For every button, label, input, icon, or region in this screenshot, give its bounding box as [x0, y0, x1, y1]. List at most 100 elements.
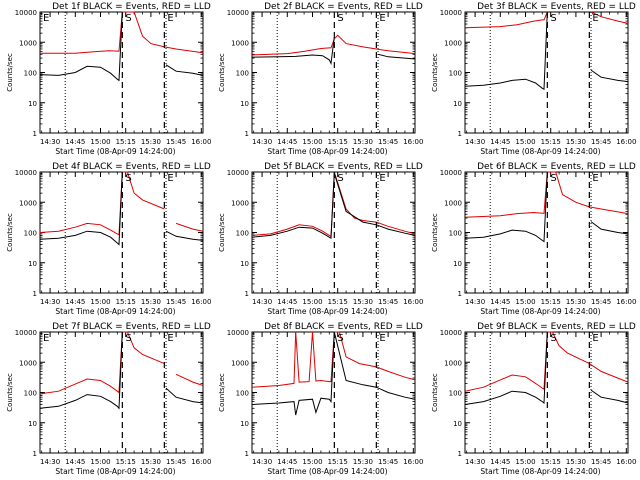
y-tick-label: 100 [236, 390, 249, 398]
y-tick-label: 100 [449, 390, 462, 398]
marker-label: E [43, 13, 49, 24]
panel-title: Det 9f BLACK = Events, RED = LLD [477, 322, 636, 332]
y-tick-label: 1 [458, 130, 462, 138]
x-tick-label: 15:00 [515, 138, 535, 146]
y-tick-label: 10 [453, 420, 462, 428]
x-tick-label: 15:00 [90, 138, 110, 146]
events-series-line [251, 173, 416, 240]
events-series-line [464, 331, 629, 405]
x-axis-label: Start Time (08-Apr-09 14:24:00) [480, 147, 600, 156]
marker-label: S [337, 173, 343, 184]
panel-title: Det 7f BLACK = Events, RED = LLD [52, 322, 211, 332]
y-tick-label: 1000 [231, 39, 249, 47]
lld-series-line [251, 34, 416, 56]
y-tick-label: 1000 [444, 39, 462, 47]
x-tick-label: 16:00 [191, 298, 211, 306]
x-tick-label: 15:30 [353, 298, 373, 306]
x-axis-label: Start Time (08-Apr-09 14:24:00) [267, 147, 387, 156]
events-series-line [464, 171, 629, 243]
x-tick-label: 14:30 [252, 298, 272, 306]
x-tick-label: 15:30 [141, 138, 161, 146]
panel-title: Det 8f BLACK = Events, RED = LLD [264, 322, 423, 332]
x-tick-label: 14:45 [277, 298, 297, 306]
x-tick-label: 14:45 [277, 458, 297, 466]
detector-panel-2: Det 2f BLACK = Events, RED = LLD 1 10 100 10… [218, 2, 423, 156]
y-tick-label: 100 [449, 70, 462, 78]
x-tick-label: 15:00 [302, 138, 322, 146]
x-tick-label: 16:00 [191, 458, 211, 466]
y-tick-label: 1000 [231, 359, 249, 367]
x-tick-label: 15:45 [591, 138, 611, 146]
y-tick-label: 10 [28, 100, 37, 108]
x-tick-label: 15:00 [90, 298, 110, 306]
y-tick-label: 10 [240, 420, 249, 428]
y-tick-label: 10000 [440, 9, 462, 17]
x-tick-label: 15:15 [328, 298, 348, 306]
x-tick-label: 15:15 [116, 458, 136, 466]
y-tick-label: 10000 [440, 329, 462, 337]
x-axis-label: Start Time (08-Apr-09 14:24:00) [480, 307, 600, 316]
y-tick-label: 1 [33, 450, 37, 458]
x-axis-label: Start Time (08-Apr-09 14:24:00) [267, 307, 387, 316]
marker-label: E [592, 333, 598, 344]
plot-frame [251, 11, 416, 134]
events-series-line [251, 331, 416, 416]
x-tick-label: 14:45 [65, 138, 85, 146]
x-tick-label: 14:45 [65, 298, 85, 306]
y-tick-label: 1000 [19, 359, 37, 367]
panel-title: Det 4f BLACK = Events, RED = LLD [52, 162, 211, 172]
y-tick-label: 10 [240, 260, 249, 268]
x-tick-label: 15:30 [141, 458, 161, 466]
x-tick-label: 15:00 [302, 298, 322, 306]
x-tick-label: 16:00 [616, 298, 636, 306]
x-tick-label: 15:30 [566, 138, 586, 146]
x-tick-label: 14:30 [465, 298, 485, 306]
events-series-line [39, 171, 204, 246]
y-tick-label: 100 [24, 390, 37, 398]
x-axis-label: Start Time (08-Apr-09 14:24:00) [55, 467, 175, 476]
x-tick-label: 15:00 [515, 298, 535, 306]
marker-label: E [167, 13, 173, 24]
x-tick-label: 15:45 [166, 138, 186, 146]
lld-series-line [39, 171, 204, 236]
detector-panel-1: Det 1f BLACK = Events, RED = LLD 1 10 100 10… [6, 2, 211, 156]
y-axis-label: Counts/sec [6, 373, 14, 412]
events-series-line [39, 11, 204, 82]
y-tick-label: 100 [24, 230, 37, 238]
marker-label: S [550, 333, 556, 344]
x-tick-label: 14:30 [465, 458, 485, 466]
y-tick-label: 1 [33, 130, 37, 138]
y-tick-label: 10000 [15, 9, 37, 17]
x-tick-label: 15:15 [541, 298, 561, 306]
x-tick-label: 16:00 [403, 138, 423, 146]
y-tick-label: 1000 [444, 199, 462, 207]
y-tick-label: 1 [245, 450, 249, 458]
marker-label: S [337, 13, 343, 24]
x-tick-label: 15:30 [566, 298, 586, 306]
detector-panel-4: Det 4f BLACK = Events, RED = LLD 1 10 100 10… [6, 162, 211, 316]
x-tick-label: 14:45 [490, 458, 510, 466]
x-tick-label: 15:45 [378, 298, 398, 306]
y-tick-label: 10000 [227, 329, 249, 337]
y-axis-label: Counts/sec [218, 373, 226, 412]
x-tick-label: 14:45 [65, 458, 85, 466]
y-axis-label: Counts/sec [6, 213, 14, 252]
x-tick-label: 15:45 [591, 298, 611, 306]
marker-label: E [379, 13, 385, 24]
x-tick-label: 14:45 [490, 138, 510, 146]
detector-panel-3: Det 3f BLACK = Events, RED = LLD 1 10 100 10… [431, 2, 636, 156]
y-tick-label: 100 [24, 70, 37, 78]
x-tick-label: 15:45 [591, 458, 611, 466]
y-tick-label: 1000 [19, 39, 37, 47]
detector-panel-8: Det 8f BLACK = Events, RED = LLD 1 10 100 10… [218, 322, 423, 476]
x-tick-label: 16:00 [191, 138, 211, 146]
marker-label: E [43, 333, 49, 344]
x-tick-label: 15:15 [116, 298, 136, 306]
y-tick-label: 1000 [444, 359, 462, 367]
marker-label: S [550, 173, 556, 184]
x-tick-label: 15:30 [141, 298, 161, 306]
y-tick-label: 1 [245, 290, 249, 298]
x-tick-label: 16:00 [616, 138, 636, 146]
y-axis-label: Counts/sec [218, 213, 226, 252]
